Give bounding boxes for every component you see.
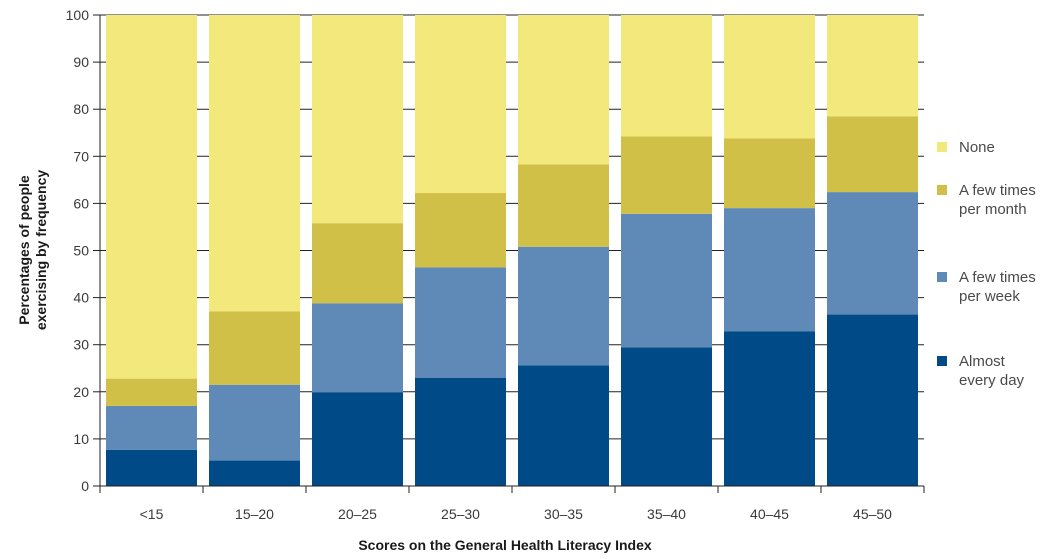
bar-segment <box>106 449 197 486</box>
y-axis-ticks: 0 10 20 30 40 50 60 70 80 90 100 <box>66 7 100 494</box>
y-tick-label: 60 <box>73 195 89 211</box>
bar-segment <box>312 223 403 304</box>
bar-segment <box>415 15 506 194</box>
x-tick-label: 30–35 <box>544 506 583 522</box>
bar-segment <box>724 15 815 139</box>
x-tick-label: <15 <box>140 506 164 522</box>
y-axis-title: Percentages of peopleexercising by frequ… <box>16 170 49 331</box>
bar-segment <box>827 15 918 117</box>
bar-segment <box>724 208 815 332</box>
legend-swatch <box>937 185 947 195</box>
bar-segment <box>209 460 300 486</box>
legend-label-line: A few times <box>959 269 1036 286</box>
x-axis-ticks: <15 15–20 20–25 25–30 30–35 35–40 40–45 45–50 <box>99 486 925 522</box>
y-tick-label: 40 <box>73 290 89 306</box>
legend-swatch <box>937 272 947 282</box>
y-tick-label: 70 <box>73 148 89 164</box>
legend: None A few times per month A few times per w… <box>937 139 1036 389</box>
bar-segment <box>106 378 197 406</box>
x-tick-label: 45–50 <box>853 506 892 522</box>
legend-label: A few times per month <box>959 182 1036 218</box>
x-tick-label: 40–45 <box>750 506 789 522</box>
bar-segment <box>518 246 609 366</box>
bar-segment <box>209 384 300 461</box>
bar-segment <box>827 192 918 315</box>
bar-segment <box>518 365 609 486</box>
bar-segment <box>621 213 712 348</box>
bar-segment <box>621 136 712 214</box>
bar-segment <box>724 331 815 486</box>
bar-segment <box>827 314 918 486</box>
bar-segment <box>106 15 197 379</box>
legend-label: A few times per week <box>959 269 1036 305</box>
x-tick-label: 15–20 <box>235 506 274 522</box>
bar-segment <box>621 347 712 486</box>
y-tick-label: 80 <box>73 101 89 117</box>
bar-segment <box>518 164 609 247</box>
bar-segment <box>209 15 300 312</box>
legend-label-line: per week <box>959 288 1020 305</box>
x-tick-label: 25–30 <box>441 506 480 522</box>
legend-label-line: A few times <box>959 182 1036 199</box>
y-tick-label: 90 <box>73 54 89 70</box>
bar-segment <box>312 303 403 393</box>
x-tick-label: 20–25 <box>338 506 377 522</box>
y-tick-label: 30 <box>73 337 89 353</box>
y-tick-label: 100 <box>66 7 90 23</box>
bar-segment <box>724 138 815 209</box>
y-tick-label: 20 <box>73 384 89 400</box>
x-axis-title: Scores on the General Health Literacy In… <box>358 537 652 553</box>
bar-segment <box>827 116 918 193</box>
x-tick-label: 35–40 <box>647 506 686 522</box>
legend-label-line: every day <box>959 372 1025 389</box>
bar-segment <box>106 405 197 450</box>
legend-swatch <box>937 356 947 366</box>
bar-segment <box>312 15 403 224</box>
legend-label-line: per month <box>959 201 1027 218</box>
bar-segment <box>415 377 506 486</box>
legend-swatch <box>937 142 947 152</box>
legend-label-line: None <box>959 139 995 156</box>
bar-segment <box>518 15 609 165</box>
y-tick-label: 50 <box>73 243 89 259</box>
bar-segment <box>415 193 506 268</box>
legend-label-line: Almost <box>959 353 1006 370</box>
bar-segment <box>415 267 506 378</box>
y-axis-title-line: Percentages of people <box>16 175 32 325</box>
y-axis-title-line: exercising by frequency <box>33 170 49 331</box>
y-tick-label: 10 <box>73 431 89 447</box>
y-tick-label: 0 <box>81 478 89 494</box>
bars <box>106 15 918 486</box>
legend-label: None <box>959 139 995 156</box>
legend-label: Almost every day <box>959 353 1025 389</box>
bar-segment <box>312 392 403 486</box>
bar-segment <box>209 311 300 385</box>
bar-segment <box>621 15 712 137</box>
